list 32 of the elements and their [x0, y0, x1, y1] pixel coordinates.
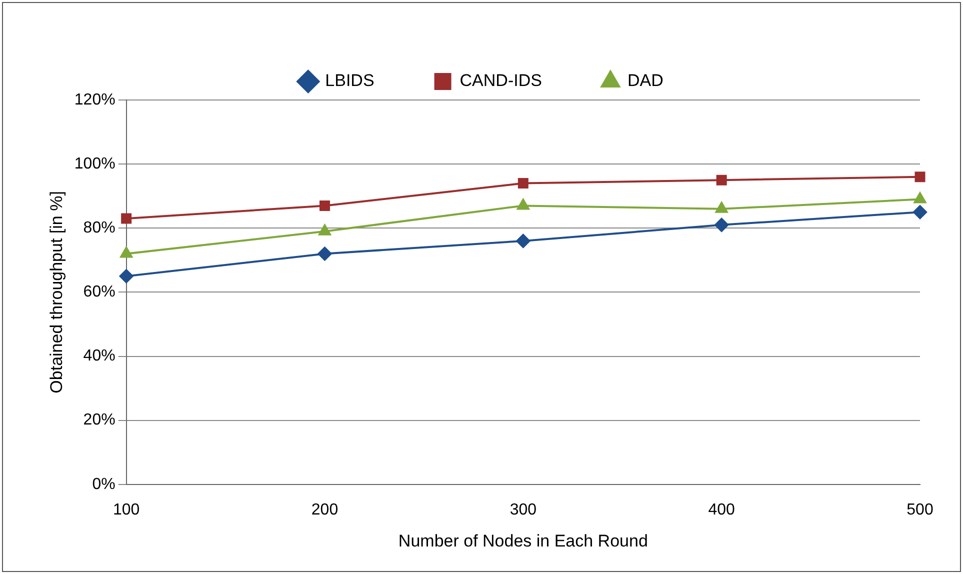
- y-tick-label: 80%: [83, 220, 116, 237]
- point: [121, 213, 132, 224]
- x-tick-label: 300: [510, 501, 537, 518]
- y-tick-label: 40%: [83, 348, 116, 365]
- point: [516, 234, 530, 248]
- legend-label: DAD: [627, 71, 664, 90]
- x-tick-label: 400: [708, 501, 736, 518]
- x-tick-label: 500: [906, 501, 934, 518]
- legend-label: CAND-IDS: [460, 71, 542, 90]
- y-tick-label: 100%: [74, 155, 116, 172]
- point: [714, 218, 729, 232]
- x-tick-label: 100: [112, 501, 140, 518]
- point: [318, 246, 332, 261]
- y-tick-label: 120%: [74, 91, 116, 108]
- point: [716, 174, 727, 186]
- y-tick-label: 20%: [83, 412, 116, 429]
- point: [320, 200, 330, 211]
- point: [914, 192, 926, 204]
- point: [119, 269, 134, 284]
- point: [913, 205, 927, 220]
- point: [715, 202, 728, 213]
- point: [318, 224, 331, 236]
- y-tick-label: 0%: [92, 476, 116, 493]
- legend-label: LBIDS: [325, 71, 374, 90]
- point: [914, 172, 926, 182]
- x-axis-title: Number of Nodes in Each Round: [398, 531, 648, 550]
- y-axis-title: Obtained throughput [in %]: [46, 191, 66, 394]
- y-tick-label: 60%: [83, 284, 116, 301]
- point: [518, 178, 528, 189]
- x-tick-label: 200: [311, 501, 338, 518]
- point: [120, 246, 133, 258]
- point: [516, 198, 530, 210]
